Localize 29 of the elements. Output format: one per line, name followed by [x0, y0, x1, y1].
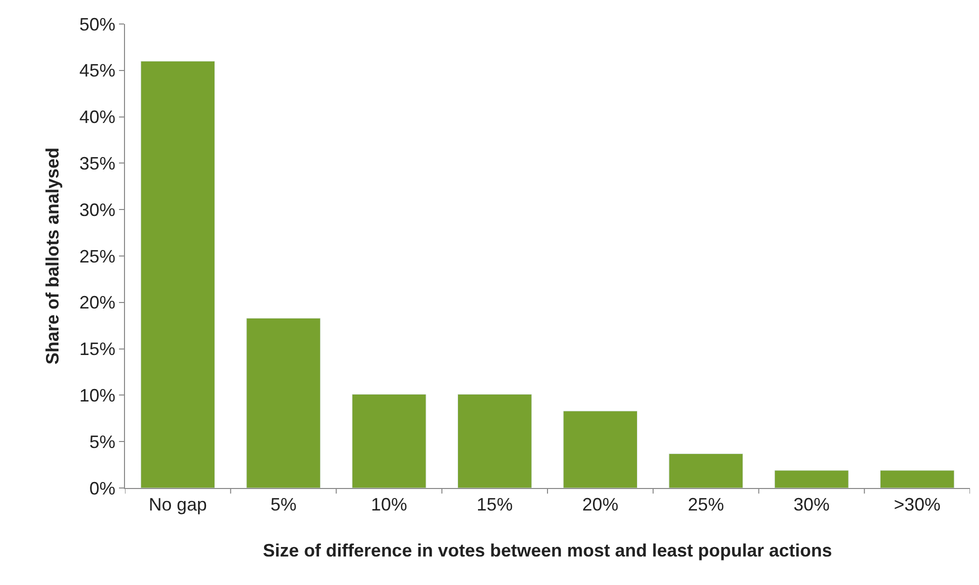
y-tick-label: 40%	[79, 107, 116, 128]
bar	[668, 453, 744, 488]
x-tick-label: 15%	[476, 494, 513, 515]
x-tick-label: >30%	[894, 494, 940, 515]
x-tick-label: No gap	[148, 494, 207, 515]
y-tick-label: 15%	[79, 339, 116, 360]
bar	[457, 394, 532, 488]
bar	[774, 470, 849, 488]
bar	[880, 470, 954, 488]
x-tick-label: 25%	[688, 494, 724, 515]
x-tick-label: 10%	[371, 494, 408, 515]
y-tick-label: 35%	[79, 154, 116, 174]
y-axis-title: Share of ballots analysed	[42, 147, 63, 365]
y-tick-label: 20%	[79, 292, 116, 313]
y-tick-label: 0%	[89, 478, 116, 498]
x-tick-label: 30%	[794, 494, 830, 515]
y-tick-label: 25%	[79, 246, 116, 266]
bar	[352, 394, 426, 488]
bar	[246, 318, 321, 488]
y-tick-label: 10%	[79, 386, 116, 406]
y-tick-label: 30%	[79, 200, 116, 220]
x-tick-label: 5%	[270, 494, 296, 515]
x-tick-label: 20%	[582, 494, 618, 515]
y-tick-label: 50%	[79, 14, 116, 34]
bar	[140, 60, 216, 488]
y-tick-label: 45%	[79, 60, 116, 81]
y-tick-label: 5%	[89, 432, 116, 452]
x-axis-title: Size of difference in votes between most and least popular actions	[262, 540, 832, 561]
bar	[563, 410, 638, 488]
